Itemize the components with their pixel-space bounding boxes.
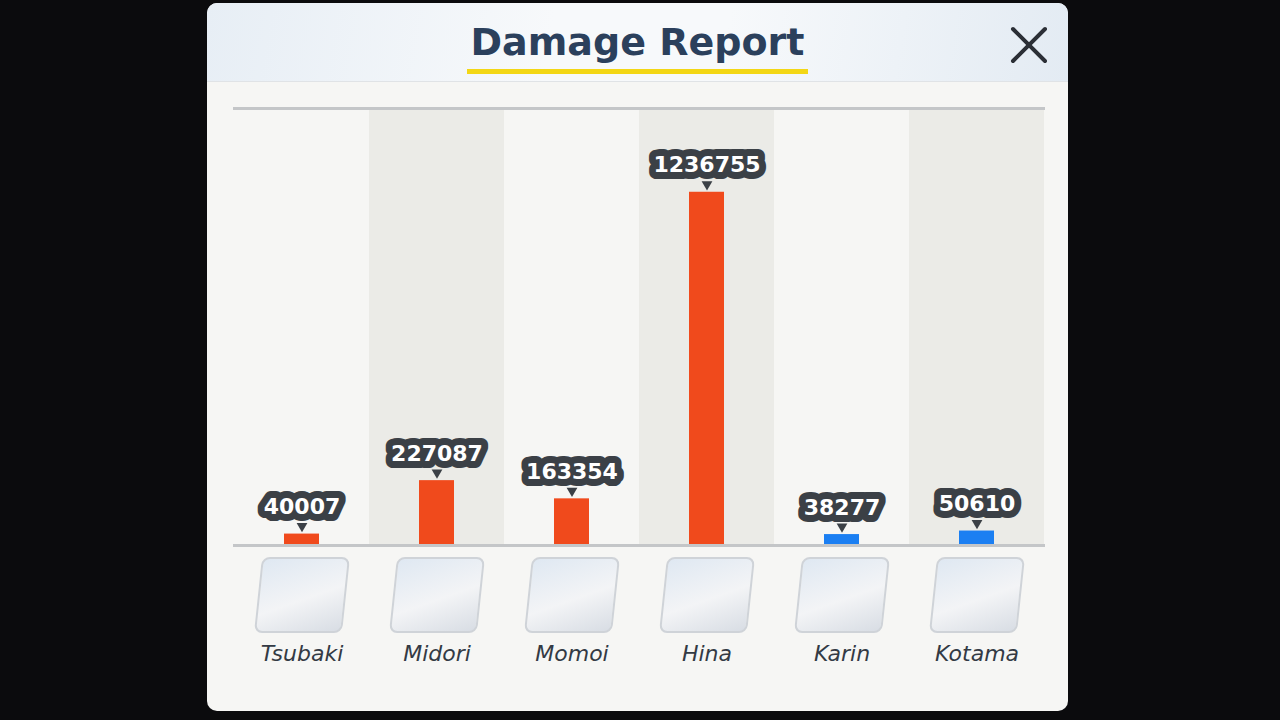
svg-text:38277: 38277 (804, 495, 881, 520)
svg-text:Karin: Karin (814, 641, 870, 666)
svg-text:227087: 227087 (391, 441, 483, 466)
svg-text:Midori: Midori (403, 641, 471, 666)
svg-text:1236755: 1236755 (653, 152, 760, 177)
svg-text:Kotama: Kotama (935, 641, 1019, 666)
svg-text:40007: 40007 (264, 494, 341, 519)
svg-text:Hina: Hina (682, 641, 732, 666)
svg-text:50610: 50610 (939, 491, 1016, 516)
svg-text:Tsubaki: Tsubaki (261, 641, 344, 666)
svg-text:Momoi: Momoi (535, 641, 608, 666)
svg-text:163354: 163354 (526, 459, 618, 484)
html-text:Damage Report: Damage Report (470, 20, 805, 64)
